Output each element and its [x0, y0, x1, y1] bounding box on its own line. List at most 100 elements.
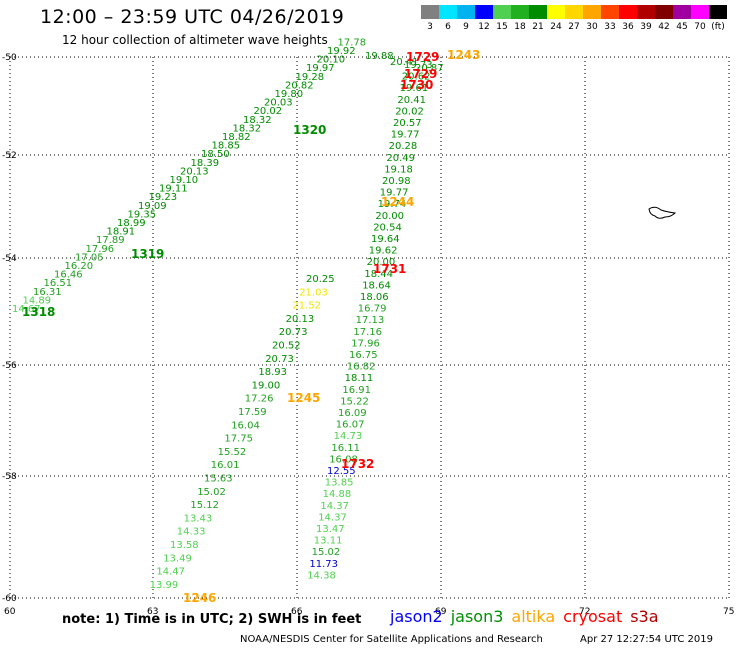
legend-label: 36 [622, 22, 634, 32]
swh-value: 14.37 [320, 501, 349, 512]
swh-value: 19.00 [252, 380, 281, 391]
satellite-altika: altika [511, 607, 556, 626]
pass-label: 1319 [131, 247, 164, 261]
swh-value: 16.79 [358, 304, 387, 315]
pass-label: 1320 [293, 123, 326, 137]
swh-value: 15.63 [204, 474, 233, 485]
swh-value: 16.46 [54, 270, 83, 281]
swh-value: 12.55 [327, 466, 356, 477]
swh-value: 16.11 [331, 443, 360, 454]
chart-title: 12:00 – 23:59 UTC 04/26/2019 [40, 6, 345, 28]
legend-swatch [421, 5, 439, 19]
swh-value: 13.58 [170, 540, 199, 551]
swh-value: 21.52 [292, 301, 321, 312]
satellite-jason2: jason2 [390, 607, 443, 626]
swh-value: 19.18 [384, 164, 413, 175]
swh-value: 20.98 [382, 176, 411, 187]
swh-value: 21.03 [299, 287, 328, 298]
legend-label: 9 [463, 22, 469, 32]
swh-value: 20.54 [373, 222, 402, 233]
note-text: note: 1) Time is in UTC; 2) SWH is in fe… [62, 612, 362, 627]
swh-value: 15.22 [340, 396, 369, 407]
altimeter-tracks: 14.6714.8916.3116.5116.4616.2017.0517.96… [12, 37, 480, 605]
swh-value: 14.73 [334, 431, 363, 442]
swh-value: 19.11 [159, 184, 188, 195]
x-tick-label: 60 [4, 607, 16, 617]
swh-value: 19.97 [306, 63, 335, 74]
legend-label: 12 [478, 22, 490, 32]
swh-value: 19.73 [404, 60, 433, 71]
pass-label: 1318 [22, 305, 55, 319]
y-tick-label: -60 [2, 594, 17, 604]
pass-label: 1731 [373, 262, 406, 276]
swh-value: 13.43 [184, 513, 213, 524]
swh-value: 18.44 [364, 269, 393, 280]
swh-value: 17.16 [353, 327, 382, 338]
swh-value: 17.96 [351, 338, 380, 349]
swh-value: 20.00 [375, 211, 404, 222]
swh-value: 18.64 [362, 280, 391, 291]
swh-value: 16.51 [44, 278, 73, 289]
swh-value: 18.91 [107, 227, 136, 238]
swh-value: 18.06 [360, 292, 389, 303]
x-tick-label: 75 [723, 607, 734, 617]
legend-swatch [493, 5, 511, 19]
swh-value: 19.09 [138, 201, 167, 212]
swh-value: 18.32 [243, 115, 272, 126]
pass-label: 1245 [287, 391, 320, 405]
swh-value: 17.26 [245, 394, 274, 405]
y-tick-label: -50 [2, 53, 17, 63]
swh-value: 14.88 [323, 489, 352, 500]
legend-swatch [709, 5, 727, 19]
legend-label: 15 [496, 22, 508, 32]
legend-label: 24 [550, 22, 562, 32]
x-tick-label: 69 [435, 607, 447, 617]
legend-label: 18 [514, 22, 526, 32]
legend-swatch [583, 5, 601, 19]
pass-label: 1729 [404, 67, 437, 81]
legend-swatch [601, 5, 619, 19]
swh-value: 17.13 [356, 315, 385, 326]
swh-value: 18.82 [222, 132, 251, 143]
swh-value: 20.82 [285, 80, 314, 91]
swh-value: 16.09 [338, 408, 367, 419]
swh-value: 20.03 [264, 98, 293, 109]
axis-ticks: 60 63 66 69 72 75 -50 -52 -54 -56 -58 -60 [2, 53, 734, 617]
swh-value: 19.77 [391, 130, 420, 141]
legend-label: 21 [532, 22, 544, 32]
swh-value: 18.39 [191, 158, 220, 169]
swh-value: 15.02 [312, 547, 341, 558]
swh-value: 14.38 [307, 570, 336, 581]
graticule-grid [9, 56, 730, 599]
swh-value: 18.11 [345, 373, 374, 384]
swh-value: 20.00 [367, 257, 396, 268]
pass-label: 1730 [400, 78, 433, 92]
swh-value: 20.57 [393, 118, 422, 129]
swh-value: 18.99 [117, 218, 146, 229]
swh-value: 20.41 [397, 95, 426, 106]
swh-value: 13.85 [325, 478, 354, 489]
swh-value: 20.25 [306, 274, 335, 285]
swh-value: 19.80 [275, 89, 304, 100]
legend-label: 27 [568, 22, 580, 32]
legend-swatch [619, 5, 637, 19]
swh-value: 14.47 [156, 567, 185, 578]
swh-value: 19.88 [365, 51, 394, 62]
swh-value: 11.73 [309, 559, 338, 570]
legend-label: 45 [676, 22, 688, 32]
island-outline [648, 206, 677, 219]
swh-value: 19.35 [128, 209, 157, 220]
swh-value: 16.20 [65, 261, 94, 272]
swh-value: 18.50 [201, 149, 230, 160]
legend-label: 3 [427, 22, 433, 32]
swh-value: 20.62 [402, 72, 431, 83]
swh-value: 15.12 [190, 500, 219, 511]
swh-value: 14.37 [318, 512, 347, 523]
x-tick-label: 66 [291, 607, 303, 617]
swh-value: 13.49 [163, 553, 192, 564]
swh-value: 20.13 [180, 166, 209, 177]
swh-value: 20.02 [395, 106, 424, 117]
swh-value: 19.64 [371, 234, 400, 245]
legend-label: (ft) [711, 22, 725, 32]
